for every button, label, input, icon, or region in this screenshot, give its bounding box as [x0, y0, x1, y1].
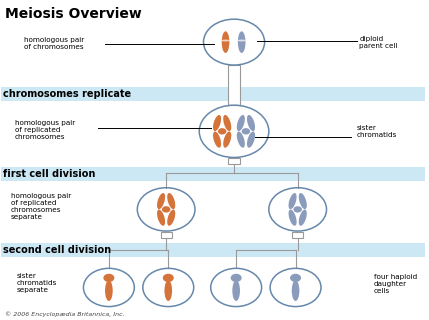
Ellipse shape [167, 210, 175, 226]
Circle shape [137, 188, 195, 231]
Text: homologous pair
of replicated
chromosomes: homologous pair of replicated chromosome… [15, 120, 76, 140]
Text: Meiosis Overview: Meiosis Overview [5, 7, 142, 21]
Text: diploid
parent cell: diploid parent cell [359, 36, 398, 49]
Circle shape [162, 206, 170, 212]
Text: sister
chromatids
separate: sister chromatids separate [17, 273, 57, 293]
Bar [292, 232, 303, 238]
Ellipse shape [299, 193, 307, 209]
Ellipse shape [238, 31, 245, 53]
Text: four haploid
daughter
cells: four haploid daughter cells [374, 274, 417, 294]
Ellipse shape [221, 40, 230, 42]
Circle shape [293, 206, 302, 212]
Ellipse shape [289, 210, 296, 226]
Bar [228, 65, 240, 105]
Bar [160, 232, 172, 238]
Text: chromosomes replicate: chromosomes replicate [3, 89, 131, 99]
Ellipse shape [213, 115, 221, 131]
Ellipse shape [289, 193, 296, 209]
Circle shape [163, 274, 174, 282]
Ellipse shape [105, 280, 113, 301]
Bar [228, 158, 240, 164]
Circle shape [218, 128, 227, 134]
Bar [1, 243, 425, 257]
Ellipse shape [164, 280, 172, 301]
Circle shape [231, 274, 242, 282]
Ellipse shape [237, 115, 245, 131]
Circle shape [103, 274, 115, 282]
Circle shape [242, 128, 250, 134]
Circle shape [270, 268, 321, 307]
Ellipse shape [157, 193, 165, 209]
Ellipse shape [292, 280, 299, 301]
Ellipse shape [213, 132, 221, 148]
Ellipse shape [237, 132, 245, 148]
Circle shape [143, 268, 194, 307]
Text: second cell division: second cell division [3, 245, 111, 255]
Ellipse shape [222, 31, 230, 53]
Circle shape [211, 268, 262, 307]
Text: homologous pair
of replicated
chromosomes
separate: homologous pair of replicated chromosome… [11, 193, 71, 220]
Ellipse shape [247, 115, 255, 131]
Ellipse shape [223, 132, 231, 148]
Text: © 2006 Encyclopædia Britannica, Inc.: © 2006 Encyclopædia Britannica, Inc. [5, 311, 124, 317]
Circle shape [290, 274, 301, 282]
Ellipse shape [233, 280, 240, 301]
Bar [1, 87, 425, 101]
Bar [1, 167, 425, 181]
Ellipse shape [157, 210, 165, 226]
Ellipse shape [223, 115, 231, 131]
Ellipse shape [167, 193, 175, 209]
Circle shape [269, 188, 326, 231]
Circle shape [83, 268, 134, 307]
Ellipse shape [299, 210, 307, 226]
Circle shape [199, 105, 269, 157]
Text: sister
chromatids: sister chromatids [357, 125, 397, 138]
Text: first cell division: first cell division [3, 169, 95, 179]
Circle shape [203, 19, 265, 65]
Ellipse shape [238, 40, 246, 42]
Ellipse shape [247, 132, 255, 148]
Text: homologous pair
of chromosomes: homologous pair of chromosomes [24, 37, 84, 50]
